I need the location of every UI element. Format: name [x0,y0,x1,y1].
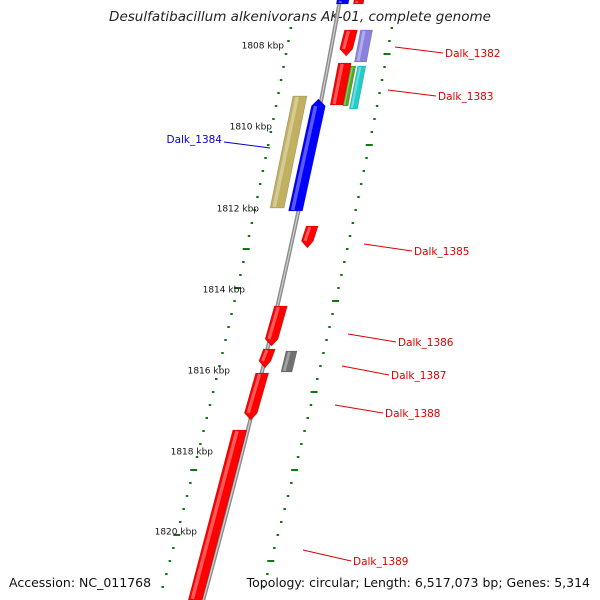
gene-label-leader-line [347,333,397,343]
gene-label-leader-line [302,549,352,562]
gene-top-blue [335,0,350,5]
gene-top-red [352,0,365,5]
ruler-label: 1818 kbp [171,448,214,458]
gene-labels: Dalk_1382 Dalk_1383 Dalk_1384 Dalk_1385 Dalk… [167,46,501,568]
gene-1382-red [339,29,358,57]
gene-1383-green-highlight [343,66,353,106]
gene-1382-red-highlight [342,30,350,50]
ruler-label: 1812 kbp [217,205,260,215]
gene-label-leader-line [387,89,437,97]
gene-1384-olive-highlight [272,96,299,208]
gene-label: Dalk_1387 [391,370,447,382]
map-title: Desulfatibacillum alkenivorans AK-01, co… [109,9,491,25]
gene-label-leader-line [223,141,271,149]
gene-label: Dalk_1389 [353,556,409,568]
gene-1383-cyan [349,65,367,110]
gene-1386-red-highlight [267,306,280,340]
gene-1384-olive [269,95,308,209]
gene-label: Dalk_1385 [414,246,470,258]
gene-1388-red [243,372,270,421]
gene-1383-green [342,65,357,107]
gene-top-blue-highlight [338,0,343,4]
ruler-label: 1810 kbp [230,123,273,133]
ruler-label: 1816 kbp [188,367,231,377]
gene-label: Dalk_1386 [398,337,454,349]
ruler-labels: 1808 kbp 1810 kbp 1812 kbp 1814 kbp 1816 kbp… [155,42,285,538]
gene-label-leader-line [334,404,384,414]
gene-label: Dalk_1382 [445,48,501,60]
ruler-label: 1820 kbp [155,528,198,538]
gene-1385-red [301,225,319,249]
gene-1385-red-highlight [303,226,312,242]
gene-label-leader-line [341,365,390,376]
gene-1382-lavender [354,29,373,63]
gene-1386-red [264,305,288,347]
gene-label: Dalk_1384 [167,134,223,146]
gene-1387-red-highlight [261,349,269,362]
gene-1382-lavender-highlight [356,30,366,62]
accession-text: Accession: NC_011768 [9,575,152,590]
gene-features [187,0,373,600]
gene-1388-red-highlight [246,373,262,414]
gene-1384-blue [288,98,326,212]
ruler-label: 1808 kbp [242,42,285,52]
gene-label-leader-line [363,243,413,252]
gene-label: Dalk_1383 [438,91,494,103]
gene-1383-cyan-highlight [350,66,362,109]
genome-backbone [201,0,342,600]
gene-1387-gray [280,350,298,373]
gene-top-red-highlight [355,0,359,4]
gene-1383-red-highlight [332,63,344,105]
gc-content-track [161,27,394,588]
gene-1389-red-highlight [190,430,239,600]
gene-1387-red [258,348,276,369]
ruler-label: 1814 kbp [203,286,246,296]
gene-1384-blue-highlight [290,105,318,211]
gene-1389-red [187,429,248,600]
gene-label-leader-line [394,46,444,54]
gene-label: Dalk_1388 [385,408,441,420]
topology-info-text: Topology: circular; Length: 6,517,073 bp… [246,575,590,590]
gene-1387-gray-highlight [282,351,291,372]
